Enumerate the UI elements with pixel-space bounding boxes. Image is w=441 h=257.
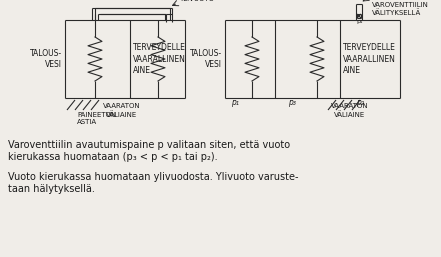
Text: YLIVUOTO: YLIVUOTO xyxy=(179,0,214,2)
Text: TALOUS-
VESI: TALOUS- VESI xyxy=(30,49,62,69)
Text: p₃: p₃ xyxy=(288,98,296,107)
Text: Varoventtiilin avautumispaine p valitaan siten, että vuoto: Varoventtiilin avautumispaine p valitaan… xyxy=(8,140,290,150)
Text: Vuoto kierukassa huomataan ylivuodosta. Ylivuoto varuste-: Vuoto kierukassa huomataan ylivuodosta. … xyxy=(8,172,299,182)
Text: VAARATON
VÄLIAINE: VAARATON VÄLIAINE xyxy=(103,103,141,118)
Text: YLIVUOTO
VAROVENTTIILIN
VÄLITYKSELLÄ: YLIVUOTO VAROVENTTIILIN VÄLITYKSELLÄ xyxy=(372,0,429,16)
Text: PAINEETON
ASTIA: PAINEETON ASTIA xyxy=(77,112,116,125)
Text: p₂: p₂ xyxy=(356,98,364,107)
Text: kierukassa huomataan (p₃ < p < p₁ tai p₂).: kierukassa huomataan (p₃ < p < p₁ tai p₂… xyxy=(8,152,217,162)
Text: taan hälytyksellä.: taan hälytyksellä. xyxy=(8,184,95,194)
Text: p₁: p₁ xyxy=(231,98,239,107)
Text: p₁: p₁ xyxy=(357,19,363,24)
Text: TERVEYDELLE
VAARALLINEN
AINE: TERVEYDELLE VAARALLINEN AINE xyxy=(343,43,396,75)
Text: VAARATON
VÄLIAINE: VAARATON VÄLIAINE xyxy=(331,103,369,118)
Text: TALOUS-
VESI: TALOUS- VESI xyxy=(190,49,222,69)
Text: TERVEYDELLE
VAARALLINEN
AINE: TERVEYDELLE VAARALLINEN AINE xyxy=(133,43,186,75)
